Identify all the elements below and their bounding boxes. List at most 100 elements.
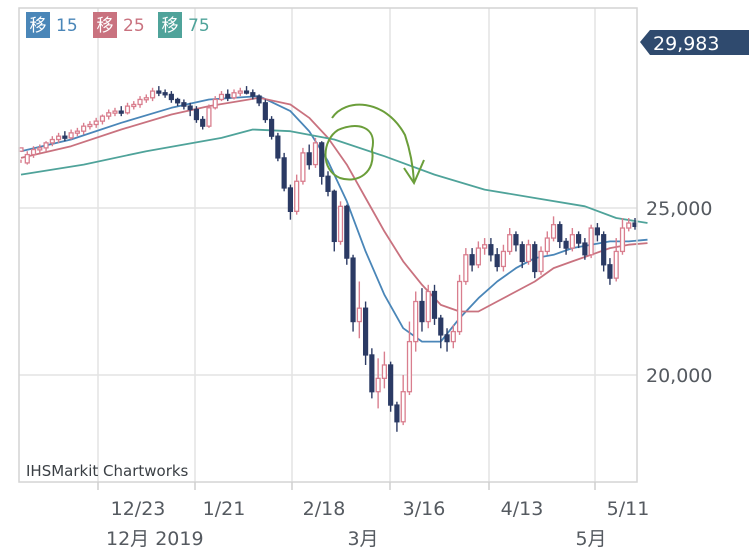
candle-body-down (243, 90, 250, 94)
candle-body-down (350, 257, 356, 323)
candle-body-up (81, 125, 87, 132)
last-price-badge: 29,983 (640, 30, 749, 55)
candle-body-up (456, 280, 463, 333)
x-tick-label: 5/11 (607, 498, 650, 520)
candle (193, 106, 200, 123)
candle-body-up (294, 180, 300, 212)
candle (281, 152, 287, 192)
candle-body-up (149, 90, 156, 99)
candle-body-down (469, 254, 475, 266)
x-tick-label: 12/23 (111, 498, 166, 520)
candle-body-up (569, 234, 575, 249)
candle-body-up (400, 391, 406, 423)
price-badge-shape (640, 30, 749, 55)
candle (557, 221, 563, 249)
month-label: 3月 (347, 528, 378, 550)
candle (55, 132, 62, 143)
candle (569, 228, 575, 252)
candle-body-down (607, 264, 613, 279)
legend-swatch (26, 12, 50, 38)
candle (525, 239, 532, 265)
candle (49, 136, 55, 147)
legend-tag: 移 (97, 16, 114, 36)
candle (469, 248, 475, 272)
candle-body-up (482, 244, 488, 249)
candle (331, 189, 337, 252)
candle-body-down (250, 92, 256, 97)
candle-body-down (444, 334, 450, 343)
candle-body-up (544, 237, 550, 253)
candle (507, 228, 513, 255)
candle (87, 121, 93, 130)
candle-body-down (275, 135, 281, 159)
candle (106, 109, 112, 120)
candle-body-down (331, 190, 337, 243)
candle-body-down (594, 227, 601, 236)
candle-body-up (381, 364, 387, 379)
candle (576, 231, 582, 249)
candle-body-up (626, 222, 632, 229)
candle (206, 104, 212, 128)
annotations (324, 103, 425, 186)
candle-body-down (262, 102, 268, 121)
candle-body-down (576, 234, 582, 244)
candle (187, 102, 193, 117)
candle-body-up (49, 138, 55, 144)
candle (619, 218, 626, 255)
candle-body-up (500, 250, 507, 268)
candle-body-up (538, 250, 544, 273)
candle-body-up (87, 123, 93, 128)
candle (601, 231, 607, 272)
candle (594, 223, 601, 242)
candle-body-up (588, 227, 594, 256)
candle-body-down (118, 110, 124, 114)
y-tick-label: 20,000 (646, 365, 712, 387)
candle-body-down (181, 102, 187, 107)
candle (312, 137, 319, 168)
candle (319, 141, 325, 185)
candle-body-up (93, 120, 99, 126)
candle-body-down (419, 300, 425, 323)
candle (149, 87, 156, 102)
legend-swatch (158, 12, 182, 38)
candle (124, 102, 131, 115)
candle-body-down (175, 98, 181, 104)
legend: 移 15 移 25 移 75 (26, 12, 210, 38)
candle (162, 89, 168, 98)
candle-body-down (513, 234, 519, 246)
candle-body-down (369, 354, 375, 393)
annotation-arc (331, 103, 415, 183)
candle (112, 107, 118, 117)
candle-body-down (200, 118, 206, 127)
candle-body-up (30, 148, 37, 156)
candle (369, 348, 375, 399)
candle (450, 324, 456, 349)
candle-body-up (413, 300, 419, 343)
candles (18, 86, 638, 432)
candle-body-up (68, 132, 74, 139)
x-tick-label: 1/21 (203, 498, 246, 520)
candle (99, 114, 106, 125)
candle (425, 284, 431, 329)
legend-item-ma15: 移 15 (26, 12, 78, 38)
candle-body-up (124, 105, 131, 114)
candle-body-down (319, 142, 325, 177)
candle-body-down (362, 307, 369, 356)
x-tick-label: 4/13 (501, 498, 544, 520)
y-tick-label: 25,000 (646, 198, 712, 220)
candle (419, 288, 425, 332)
month-label: 12月 2019 (106, 528, 204, 550)
candle (212, 96, 218, 110)
candle (375, 358, 381, 409)
candle-body-down (269, 118, 275, 137)
candle-body-down (156, 90, 162, 94)
candle-body-up (619, 227, 626, 253)
candle-body-up (312, 142, 319, 166)
candle-body-up (24, 153, 30, 164)
candle (287, 184, 294, 220)
legend-period: 75 (188, 16, 210, 36)
legend-tag: 移 (30, 16, 47, 36)
grid (19, 8, 637, 482)
